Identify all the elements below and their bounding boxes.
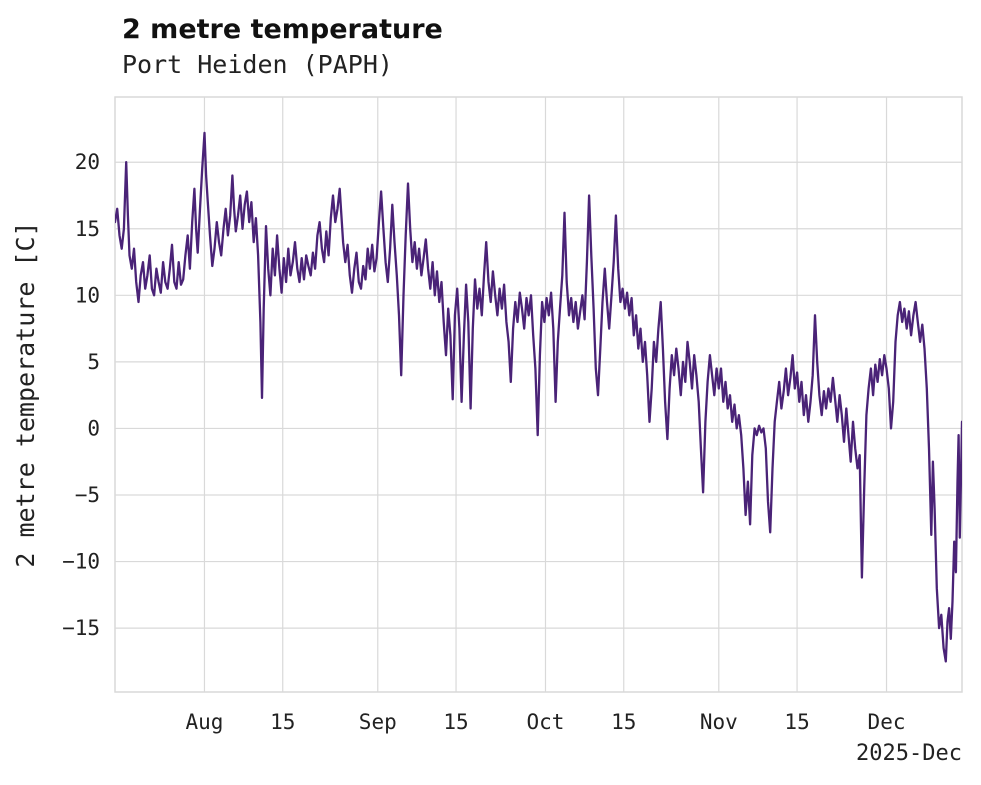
- y-tick-label: 5: [87, 350, 100, 374]
- x-tick-label: 15: [443, 710, 468, 734]
- chart-title: 2 metre temperature: [122, 14, 443, 45]
- y-tick-label: 20: [75, 150, 100, 174]
- y-tick-label: 15: [75, 217, 100, 241]
- y-tick-label: −15: [62, 616, 100, 640]
- x-tick-label: 15: [611, 710, 636, 734]
- y-tick-label: 0: [87, 416, 100, 440]
- y-axis-label: 2 metre temperature [C]: [11, 221, 40, 567]
- x-tick-label: Dec: [868, 710, 906, 734]
- x-tick-label: Nov: [700, 710, 738, 734]
- y-tick-label: −10: [62, 550, 100, 574]
- temperature-series-line: [115, 131, 962, 663]
- x-tick-label: 15: [784, 710, 809, 734]
- x-tick-label: 15: [270, 710, 295, 734]
- y-tick-label: 10: [75, 283, 100, 307]
- x-tick-label: Sep: [359, 710, 397, 734]
- x-tick-label: Oct: [527, 710, 565, 734]
- y-tick-label: −5: [75, 483, 100, 507]
- plot-border: [114, 96, 963, 693]
- x-tick-label: Aug: [185, 710, 223, 734]
- x-axis-date-label: 2025-Dec: [856, 741, 962, 766]
- chart-subtitle: Port Heiden (PAPH): [122, 50, 393, 79]
